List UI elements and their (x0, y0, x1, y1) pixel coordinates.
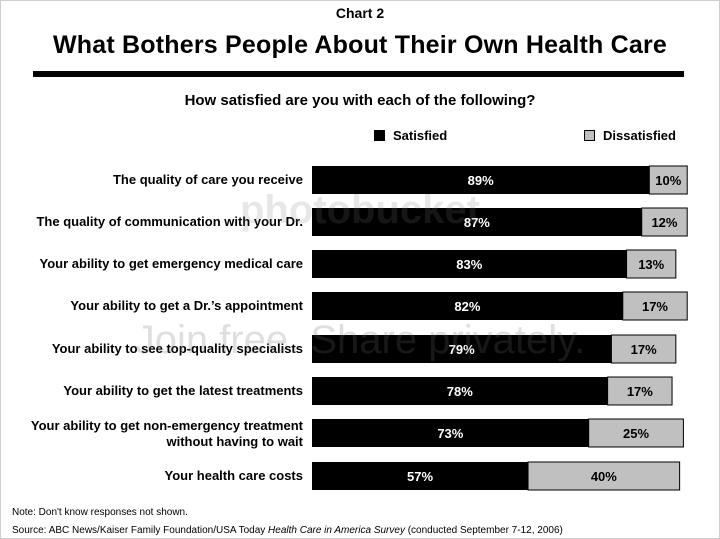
category-label: Your ability to get the latest treatment… (63, 383, 303, 398)
legend-dissatisfied: Dissatisfied (584, 128, 676, 143)
bar-satisfied (312, 208, 642, 236)
footnote: Note: Don't know responses not shown. (12, 507, 188, 518)
legend-swatch-dissatisfied (584, 130, 595, 141)
data-label-satisfied: 89% (468, 173, 494, 188)
source-line: Source: ABC News/Kaiser Family Foundatio… (12, 525, 563, 536)
chart-number: Chart 2 (335, 5, 385, 21)
data-label-satisfied: 78% (447, 384, 473, 399)
legend-label-dissatisfied: Dissatisfied (603, 128, 676, 143)
bar-satisfied (312, 462, 529, 490)
bar-dissatisfied (626, 249, 677, 279)
category-label-line: without having to wait (166, 434, 304, 449)
data-label-satisfied: 79% (449, 342, 475, 357)
source-suffix: (conducted September 7-12, 2006) (404, 525, 563, 536)
legend-label-satisfied: Satisfied (393, 128, 448, 143)
bar-dissatisfied (648, 165, 688, 195)
data-label-satisfied: 57% (407, 469, 433, 484)
data-label-dissatisfied: 13% (638, 257, 664, 272)
bar-dissatisfied (641, 207, 688, 237)
bar-dissatisfied (622, 291, 688, 321)
data-label-dissatisfied: 10% (655, 173, 681, 188)
category-label: The quality of care you receive (113, 172, 303, 187)
bar-dissatisfied (527, 461, 681, 491)
bar-satisfied (312, 292, 623, 320)
data-label-satisfied: 87% (464, 215, 490, 230)
data-label-dissatisfied: 40% (591, 469, 617, 484)
chart-subtitle: How satisfied are you with each of the f… (184, 92, 536, 109)
bar-dissatisfied (607, 376, 673, 406)
data-label-satisfied: 83% (456, 257, 482, 272)
source-survey-name: Health Care in America Survey (268, 525, 405, 536)
bar-dissatisfied (610, 334, 677, 364)
category-label: Your ability to get a Dr.’s appointment (70, 298, 303, 313)
category-label: Your ability to see top-quality speciali… (52, 341, 303, 356)
category-label: Your ability to get emergency medical ca… (40, 256, 303, 271)
legend-satisfied: Satisfied (374, 128, 447, 143)
category-label-line: Your ability to get non-emergency treatm… (31, 418, 304, 433)
bar-satisfied (312, 419, 589, 447)
bar-satisfied (312, 377, 608, 405)
data-label-dissatisfied: 17% (631, 342, 657, 357)
bar-dissatisfied (588, 418, 684, 448)
source-prefix: Source: ABC News/Kaiser Family Foundatio… (12, 525, 269, 536)
category-label: The quality of communication with your D… (36, 214, 303, 229)
data-label-dissatisfied: 25% (623, 426, 649, 441)
data-label-dissatisfied: 17% (627, 384, 653, 399)
category-label: Your health care costs (165, 468, 303, 483)
bar-satisfied (312, 250, 627, 278)
legend-swatch-satisfied (374, 130, 385, 141)
bar-satisfied (312, 166, 650, 194)
bar-satisfied (312, 335, 612, 363)
data-label-satisfied: 73% (437, 426, 463, 441)
data-label-satisfied: 82% (454, 299, 480, 314)
data-label-dissatisfied: 12% (651, 215, 677, 230)
title-rule (33, 71, 684, 77)
chart-title: What Bothers People About Their Own Heal… (52, 31, 668, 59)
category-label: Your ability to get non-emergency treatm… (31, 418, 304, 449)
data-label-dissatisfied: 17% (642, 299, 668, 314)
